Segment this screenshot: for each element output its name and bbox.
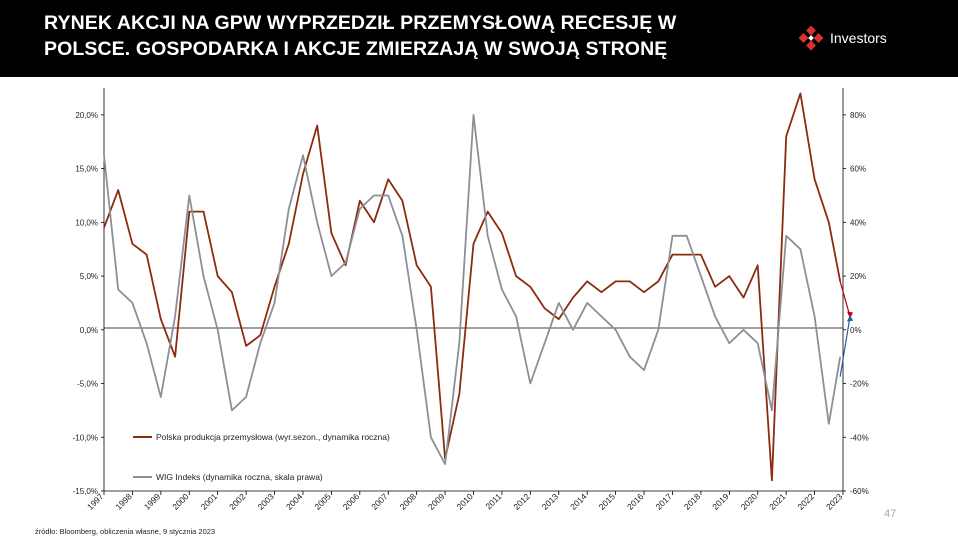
right-axis-tick-label: 0% <box>850 326 862 335</box>
logo-text: Investors <box>830 30 887 46</box>
trend-arrow-down <box>839 281 851 317</box>
x-axis-tick-label: 2006 <box>341 491 362 512</box>
investors-logo-icon <box>798 25 824 51</box>
left-axis-tick-label: 5,0% <box>80 272 98 281</box>
investors-logo: Investors <box>798 25 887 51</box>
x-axis-tick-label: 2005 <box>312 491 333 512</box>
x-axis-tick-label: 2000 <box>170 491 191 512</box>
legend-label: WIG Indeks (dynamika roczna, skala prawa… <box>156 472 323 482</box>
x-axis-tick-label: 2010 <box>454 491 475 512</box>
x-axis-tick-label: 2011 <box>483 491 503 511</box>
x-axis-tick-label: 2016 <box>625 491 646 512</box>
x-axis-tick-label: 2012 <box>511 491 532 512</box>
x-axis-tick-label: 2015 <box>597 491 618 512</box>
x-axis-tick-label: 2019 <box>710 491 731 512</box>
left-axis-tick-label: -15,0% <box>73 487 98 496</box>
trend-arrow-up <box>839 316 851 377</box>
right-axis-tick-label: -40% <box>850 433 869 442</box>
trend-arrow-head <box>847 314 853 322</box>
x-axis-tick-label: 1998 <box>113 491 134 512</box>
line-chart: -15,0% -10,0% -5,0% 0,0% 5,0% 10,0% 15,0% 20,0%… <box>73 88 869 512</box>
x-axis-tick-label: 2007 <box>369 491 390 512</box>
page-number: 47 <box>884 508 897 520</box>
left-axis-tick-label: 0,0% <box>80 326 98 335</box>
left-axis-tick-label: 10,0% <box>75 218 98 227</box>
series-line-production <box>103 92 842 482</box>
right-axis-tick-label: -60% <box>850 487 869 496</box>
x-axis-tick-label: 1999 <box>142 491 163 512</box>
x-axis-tick-label: 2002 <box>227 491 248 512</box>
series-line-wig <box>103 114 842 466</box>
right-axis-tick-label: 60% <box>850 165 866 174</box>
x-axis-tick-label: 2001 <box>199 491 220 512</box>
x-axis-tick-label: 2004 <box>284 491 305 512</box>
right-axis-tick-label: -20% <box>850 380 869 389</box>
x-axis-tick-label: 2017 <box>653 491 674 512</box>
left-axis-tick-label: 15,0% <box>75 165 98 174</box>
left-axis-tick-label: -10,0% <box>73 433 98 442</box>
x-axis-tick-label: 2003 <box>256 491 277 512</box>
x-axis-tick-label: 2022 <box>796 491 817 512</box>
legend-label: Polska produkcja przemysłowa (wyr.sezon.… <box>156 432 390 442</box>
right-axis-tick-label: 80% <box>850 111 866 120</box>
x-axis-tick-label: 2023 <box>824 491 845 512</box>
x-axis-tick-label: 2014 <box>568 491 589 512</box>
left-axis-tick-label: 20,0% <box>75 111 98 120</box>
x-axis-tick-label: 2018 <box>682 491 703 512</box>
x-axis-tick-label: 2009 <box>426 491 447 512</box>
x-axis-tick-label: 2020 <box>739 491 760 512</box>
x-axis-tick-label: 2013 <box>540 491 561 512</box>
page-title: RYNEK AKCJI NA GPW WYPRZEDZIŁ PRZEMYSŁOW… <box>44 12 677 60</box>
header-bar: RYNEK AKCJI NA GPW WYPRZEDZIŁ PRZEMYSŁOW… <box>0 0 958 77</box>
x-axis-tick-label: 2021 <box>767 491 788 512</box>
x-axis-tick-label: 2008 <box>398 491 419 512</box>
right-axis-tick-label: 20% <box>850 272 866 281</box>
right-axis-tick-label: 40% <box>850 218 866 227</box>
left-axis-tick-label: -5,0% <box>77 380 98 389</box>
source-note: źródło: Bloomberg, obliczenia własne, 9 … <box>35 527 216 536</box>
